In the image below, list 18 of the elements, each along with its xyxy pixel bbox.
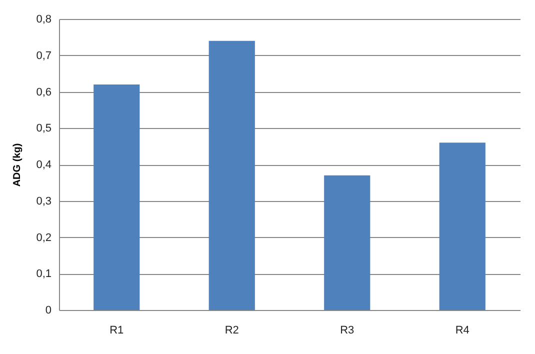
x-tick-label: R1 (110, 324, 124, 336)
y-tick-label: 0,5 (36, 122, 52, 135)
y-tick-label: 0,8 (36, 14, 52, 26)
x-tick-label: R2 (224, 324, 239, 336)
y-tick-label: 0 (45, 304, 52, 316)
y-tick-label: 0,7 (36, 50, 52, 62)
bar (324, 175, 370, 310)
y-tick-label: 0,6 (36, 86, 52, 98)
bar (94, 84, 140, 310)
x-tick-label: R4 (455, 324, 470, 336)
y-axis-title: ADG (kg) (12, 143, 24, 187)
y-tick-label: 0,3 (36, 195, 52, 208)
y-tick-label: 0,2 (36, 232, 52, 244)
y-tick-label: 0,4 (36, 159, 52, 171)
y-tick-label: 0,1 (36, 268, 52, 280)
bar (208, 40, 255, 310)
x-tick-label: R3 (340, 324, 354, 336)
bar (439, 142, 486, 310)
